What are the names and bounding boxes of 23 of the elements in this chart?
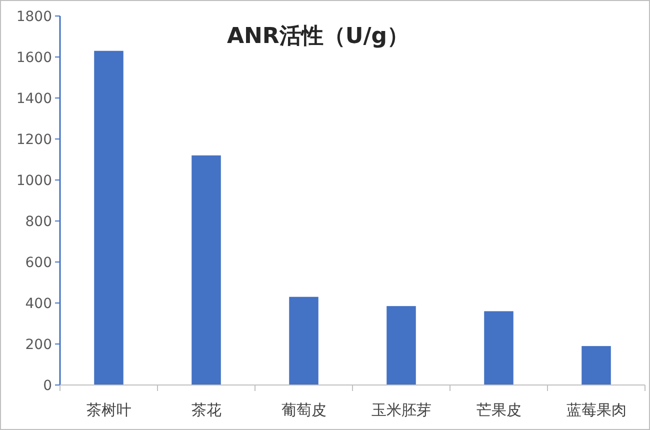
x-tick-label: 茶树叶 bbox=[86, 401, 132, 419]
x-tick-label: 葡萄皮 bbox=[281, 401, 326, 419]
x-tick-label: 玉米胚芽 bbox=[371, 401, 432, 419]
bar bbox=[289, 296, 318, 385]
x-tick-label: 芒果皮 bbox=[476, 401, 522, 419]
y-tick-label: 600 bbox=[25, 255, 52, 271]
y-tick-label: 200 bbox=[25, 337, 52, 353]
y-tick-label: 0 bbox=[43, 378, 52, 394]
y-tick-label: 800 bbox=[25, 214, 52, 230]
bar bbox=[386, 306, 416, 385]
bar bbox=[484, 311, 514, 385]
y-tick-label: 1400 bbox=[16, 91, 52, 107]
y-tick-label: 1800 bbox=[16, 9, 52, 25]
bar bbox=[192, 155, 221, 385]
y-tick-label: 1200 bbox=[16, 132, 52, 148]
y-tick-label: 1600 bbox=[16, 50, 52, 66]
x-tick-label: 茶花 bbox=[191, 401, 222, 419]
y-tick-label: 400 bbox=[25, 296, 52, 312]
bar bbox=[582, 346, 611, 385]
y-tick-label: 1000 bbox=[16, 173, 52, 189]
chart-title: ANR活性（U/g） bbox=[226, 24, 410, 49]
bar bbox=[94, 50, 124, 385]
x-tick-label: 蓝莓果肉 bbox=[566, 401, 626, 419]
